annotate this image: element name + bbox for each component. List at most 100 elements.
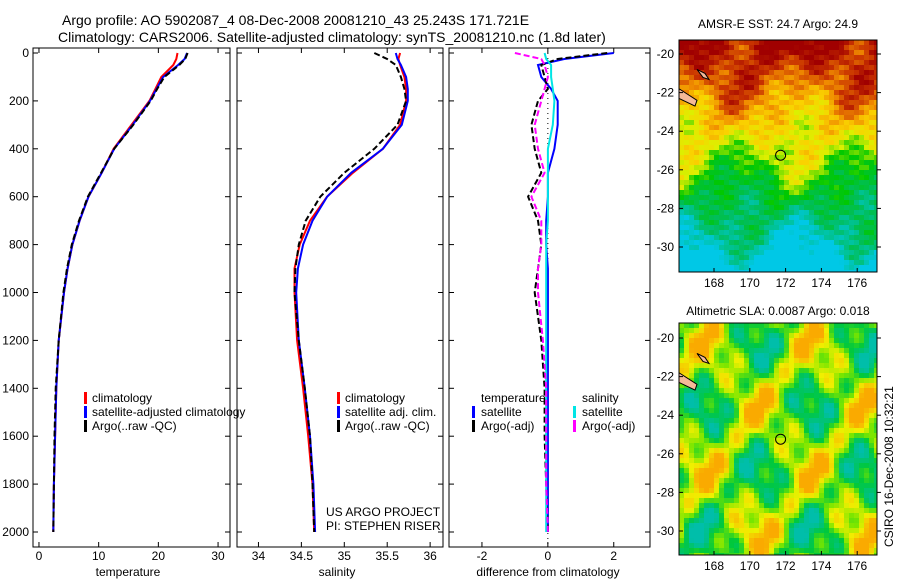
heatmap-cell bbox=[709, 175, 714, 180]
legend-swatch-temp-argo bbox=[472, 420, 475, 432]
heatmap-cell bbox=[699, 60, 704, 65]
heatmap-cell bbox=[694, 80, 699, 85]
heatmap-cell bbox=[874, 413, 877, 418]
heatmap-cell bbox=[764, 338, 769, 343]
heatmap-cell bbox=[834, 75, 839, 80]
heatmap-cell bbox=[874, 528, 877, 533]
heatmap-cell bbox=[849, 260, 854, 265]
heatmap-cell bbox=[724, 338, 729, 343]
heatmap-cell bbox=[849, 393, 854, 398]
heatmap-cell bbox=[704, 85, 709, 90]
heatmap-cell bbox=[719, 245, 724, 250]
heatmap-cell bbox=[769, 160, 774, 165]
heatmap-cell bbox=[829, 493, 834, 498]
heatmap-cell bbox=[849, 438, 854, 443]
heatmap-cell bbox=[864, 348, 869, 353]
heatmap-cell bbox=[744, 348, 749, 353]
heatmap-cell bbox=[819, 528, 824, 533]
heatmap-cell bbox=[789, 220, 794, 225]
heatmap-cell bbox=[784, 200, 789, 205]
heatmap-cell bbox=[769, 105, 774, 110]
heatmap-cell bbox=[704, 503, 709, 508]
heatmap-cell bbox=[809, 55, 814, 60]
heatmap-cell bbox=[779, 235, 784, 240]
heatmap-cell bbox=[709, 448, 714, 453]
heatmap-cell bbox=[699, 65, 704, 70]
heatmap-cell bbox=[854, 55, 859, 60]
heatmap-cell bbox=[724, 378, 729, 383]
heatmap-cell bbox=[834, 215, 839, 220]
heatmap-cell bbox=[834, 443, 839, 448]
y-tick-label: 1000 bbox=[2, 286, 29, 300]
heatmap-cell bbox=[874, 95, 877, 100]
heatmap-cell bbox=[869, 120, 874, 125]
heatmap-cell bbox=[784, 513, 789, 518]
heatmap-cell bbox=[834, 393, 839, 398]
heatmap-cell bbox=[864, 210, 869, 215]
heatmap-cell bbox=[804, 50, 809, 55]
heatmap-cell bbox=[744, 403, 749, 408]
heatmap-cell bbox=[859, 543, 864, 548]
heatmap-cell bbox=[739, 438, 744, 443]
heatmap-cell bbox=[739, 135, 744, 140]
heatmap-cell bbox=[759, 265, 764, 270]
heatmap-cell bbox=[704, 373, 709, 378]
heatmap-cell bbox=[684, 458, 689, 463]
heatmap-cell bbox=[849, 348, 854, 353]
heatmap-cell bbox=[734, 328, 739, 333]
x-tick-label: 35 bbox=[338, 549, 352, 563]
heatmap-cell bbox=[794, 240, 799, 245]
heatmap-cell bbox=[754, 215, 759, 220]
heatmap-cell bbox=[839, 468, 844, 473]
heatmap-cell bbox=[719, 398, 724, 403]
heatmap-cell bbox=[759, 115, 764, 120]
heatmap-cell bbox=[699, 528, 704, 533]
heatmap-cell bbox=[854, 483, 859, 488]
heatmap-cell bbox=[744, 473, 749, 478]
heatmap-cell bbox=[874, 55, 877, 60]
heatmap-cell bbox=[699, 140, 704, 145]
heatmap-cell bbox=[844, 240, 849, 245]
heatmap-cell bbox=[829, 70, 834, 75]
heatmap-cell bbox=[854, 468, 859, 473]
heatmap-cell bbox=[794, 528, 799, 533]
heatmap-cell bbox=[724, 353, 729, 358]
heatmap-cell bbox=[794, 265, 799, 270]
heatmap-cell bbox=[694, 145, 699, 150]
heatmap-cell bbox=[824, 508, 829, 513]
heatmap-cell bbox=[729, 75, 734, 80]
heatmap-cell bbox=[814, 50, 819, 55]
heatmap-cell bbox=[874, 125, 877, 130]
heatmap-cell bbox=[829, 518, 834, 523]
heatmap-cell bbox=[749, 358, 754, 363]
heatmap-cell bbox=[714, 200, 719, 205]
heatmap-cell bbox=[739, 220, 744, 225]
heatmap-cell bbox=[779, 200, 784, 205]
heatmap-cell bbox=[769, 443, 774, 448]
heatmap-cell bbox=[854, 353, 859, 358]
heatmap-cell bbox=[704, 538, 709, 543]
heatmap-cell bbox=[749, 453, 754, 458]
heatmap-cell bbox=[714, 438, 719, 443]
heatmap-cell bbox=[819, 428, 824, 433]
heatmap-cell bbox=[729, 508, 734, 513]
heatmap-cell bbox=[789, 438, 794, 443]
heatmap-cell bbox=[734, 40, 739, 45]
heatmap-cell bbox=[769, 265, 774, 270]
heatmap-cell bbox=[809, 180, 814, 185]
heatmap-cell bbox=[814, 358, 819, 363]
heatmap-cell bbox=[709, 358, 714, 363]
heatmap-cell bbox=[834, 513, 839, 518]
heatmap-cell bbox=[774, 368, 779, 373]
heatmap-cell bbox=[794, 333, 799, 338]
heatmap-cell bbox=[789, 70, 794, 75]
heatmap-cell bbox=[769, 533, 774, 538]
heatmap-cell bbox=[734, 235, 739, 240]
heatmap-cell bbox=[874, 323, 877, 328]
heatmap-cell bbox=[874, 235, 877, 240]
heatmap-cell bbox=[799, 518, 804, 523]
heatmap-cell bbox=[729, 155, 734, 160]
heatmap-cell bbox=[754, 210, 759, 215]
heatmap-cell bbox=[759, 85, 764, 90]
heatmap-cell bbox=[849, 230, 854, 235]
